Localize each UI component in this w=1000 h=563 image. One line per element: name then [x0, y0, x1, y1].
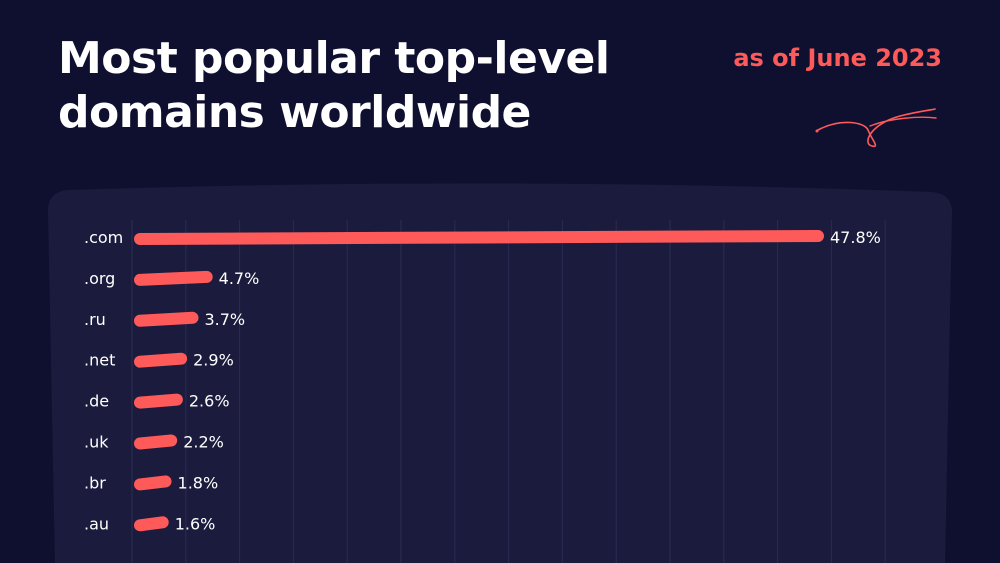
- category-label: .com: [84, 228, 123, 247]
- bar: [134, 393, 183, 409]
- category-label: .uk: [84, 433, 109, 452]
- bar: [134, 516, 169, 532]
- value-label: 2.6%: [189, 392, 230, 411]
- bar: [134, 311, 199, 327]
- scribble-decoration-icon: [815, 108, 937, 148]
- chart-subtitle: as of June 2023: [733, 44, 942, 72]
- bar: [134, 270, 213, 286]
- bar: [134, 434, 178, 450]
- category-label: .ru: [84, 310, 106, 329]
- value-label: 4.7%: [219, 269, 260, 288]
- value-label: 1.8%: [178, 473, 219, 492]
- category-label: .br: [84, 473, 106, 492]
- bar: [134, 475, 172, 491]
- value-label: 3.7%: [204, 310, 245, 329]
- category-label: .de: [84, 392, 109, 411]
- bar: [134, 352, 188, 368]
- chart-title: Most popular top-level domains worldwide: [58, 33, 610, 138]
- category-label: .org: [84, 269, 115, 288]
- bar: [134, 230, 824, 245]
- category-label: .net: [84, 351, 115, 370]
- value-label: 2.9%: [193, 351, 234, 370]
- chart-rows: .com 47.8% .org 4.7% .ru 3.7% .net 2.9% .de 2.6%.…: [84, 228, 881, 533]
- value-label: 2.2%: [183, 433, 224, 452]
- value-label: 47.8%: [830, 228, 881, 247]
- chart-gridlines: [131, 220, 886, 563]
- value-label: 1.6%: [175, 514, 216, 533]
- category-label: .au: [84, 514, 109, 533]
